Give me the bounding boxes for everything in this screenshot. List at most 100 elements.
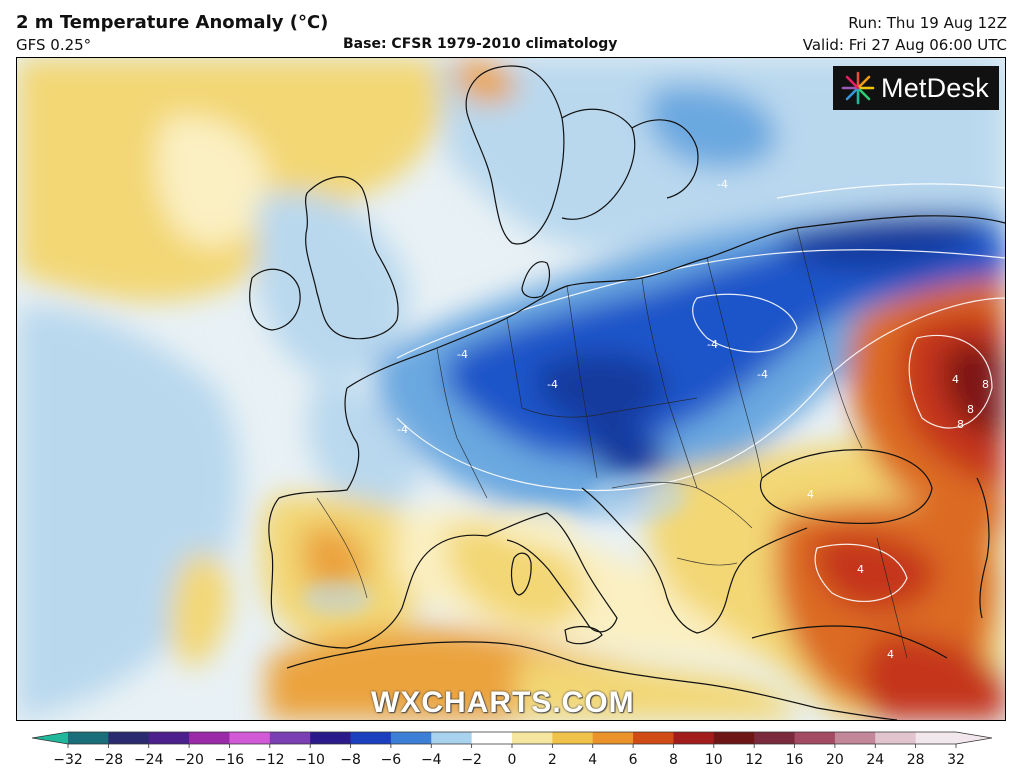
iberia-hot-core xyxy=(301,525,367,597)
contour-label: -4 xyxy=(757,368,768,381)
contour-plus4-russia xyxy=(908,334,993,429)
colorbar-tick-label: −10 xyxy=(295,752,325,768)
colorbar-swatch xyxy=(189,732,230,744)
border-germany-west xyxy=(506,317,523,409)
balkan-cold-core xyxy=(586,424,667,482)
contour-minus4-russia xyxy=(776,183,1005,199)
norway-coast xyxy=(465,65,565,245)
wxcharts-watermark: WXCHARTS.COM xyxy=(371,686,635,719)
azores-warm-area xyxy=(170,552,230,666)
ireland-coast xyxy=(249,268,301,331)
colorbar-tick-label: 28 xyxy=(907,752,925,768)
biscay-cool-area xyxy=(307,378,420,508)
colorbar-swatch xyxy=(834,732,876,744)
colorbar-tick-label: 4 xyxy=(588,752,597,768)
contour-label: -4 xyxy=(397,423,408,436)
colorbar-tick-label: 8 xyxy=(669,752,678,768)
colorbar-tick-label: −8 xyxy=(340,752,361,768)
colorbar-tick-label: 32 xyxy=(947,752,965,768)
colorbar-swatch xyxy=(68,732,109,744)
border-balkans xyxy=(611,481,753,529)
border-germany-poland xyxy=(566,285,598,479)
balkan-coast xyxy=(581,487,808,634)
contour-label: -4 xyxy=(457,348,468,361)
colorbar-max-extend xyxy=(956,732,992,744)
colorbar-min-extend xyxy=(32,732,68,744)
contour-label: 4 xyxy=(857,563,864,576)
adriatic-cool-patch xyxy=(587,473,687,523)
colorbar-tick-label: −16 xyxy=(215,752,245,768)
colorbar-tick-label: 0 xyxy=(508,752,517,768)
colorbar-swatch xyxy=(108,732,150,744)
turkey-south-coast xyxy=(751,625,948,659)
colorbar-tick-label: −6 xyxy=(381,752,402,768)
colorbar-swatch xyxy=(552,732,594,744)
anomaly-map: -4 -4 -4 -4 -4 -4 4 4 8 8 8 4 4 MetDesk WXCHARTS.COM xyxy=(16,57,1006,721)
chart-title: 2 m Temperature Anomaly (°C) xyxy=(16,12,329,33)
colorbar-swatch xyxy=(673,732,715,744)
contour-minus4-north xyxy=(396,249,1005,359)
colorbar-swatch xyxy=(915,732,957,744)
colorbar-tick-label: −12 xyxy=(255,752,285,768)
model-label: GFS 0.25° xyxy=(16,36,92,54)
colorbar-tick-label: 10 xyxy=(705,752,723,768)
colorbar-tick-label: 24 xyxy=(866,752,884,768)
border-poland-ukraine xyxy=(641,277,698,489)
metdesk-logo-text: MetDesk xyxy=(881,72,989,103)
contour-label: 4 xyxy=(887,648,894,661)
sweden-coast xyxy=(561,108,636,220)
contour-label: -4 xyxy=(717,178,728,191)
colorbar: −32 −28 −24 −20 −16 −12 −10 −8 −6 −4 −2 0 2 4 6 8 10 12 16… xyxy=(30,728,994,780)
levant-very-hot-area xyxy=(862,635,1005,720)
anomaly-contours xyxy=(396,183,1005,602)
italy-coast xyxy=(486,512,618,633)
colorbar-tick-label: −28 xyxy=(94,752,124,768)
gibraltar-cool-patch xyxy=(302,580,372,616)
western-med-warm-area xyxy=(447,525,585,628)
border-alpine xyxy=(521,397,698,418)
colorbar-swatches xyxy=(31,731,993,745)
great-britain-coast xyxy=(304,176,399,340)
colorbar-tick-label: −2 xyxy=(461,752,482,768)
colorbar-tick-label: −24 xyxy=(134,752,164,768)
colorbar-swatch xyxy=(794,732,836,744)
metdesk-logo: MetDesk xyxy=(833,66,999,110)
colorbar-swatch xyxy=(310,732,352,744)
border-ukraine-russia xyxy=(796,227,863,449)
colorbar-swatch xyxy=(229,732,271,744)
atlantic-europe-coast xyxy=(268,387,488,649)
colorbar-swatch xyxy=(350,732,392,744)
contour-label: 8 xyxy=(982,378,989,391)
border-belarus-russia xyxy=(706,257,763,479)
border-turkey-east xyxy=(876,537,908,659)
colorbar-swatch xyxy=(269,732,311,744)
denmark-coast xyxy=(521,261,551,299)
colorbar-tick-label: 20 xyxy=(826,752,844,768)
border-spain-portugal xyxy=(316,497,368,599)
colorbar-swatch xyxy=(471,732,513,744)
colorbar-tick-label: 6 xyxy=(629,752,638,768)
contour-label: 8 xyxy=(957,418,964,431)
climatology-base-label: Base: CFSR 1979-2010 climatology xyxy=(343,36,618,52)
colorbar-tick-label: −4 xyxy=(421,752,442,768)
volga-extreme-hot-core xyxy=(943,342,1005,438)
russia-cold-core xyxy=(777,214,979,270)
colorbar-swatch xyxy=(875,732,917,744)
colorbar-swatch xyxy=(592,732,634,744)
sardinia-corsica-coast xyxy=(510,552,532,596)
contour-label: -4 xyxy=(547,378,558,391)
colorbar-canvas: −32 −28 −24 −20 −16 −12 −10 −8 −6 −4 −2 0 2 4 6 8 10 12 16… xyxy=(31,731,993,768)
contour-label: -4 xyxy=(707,338,718,351)
coastlines xyxy=(249,65,1005,720)
colorbar-tick-label: 12 xyxy=(745,752,763,768)
colorbar-swatch xyxy=(713,732,755,744)
czech-poland-cold-core xyxy=(537,353,665,429)
country-borders xyxy=(316,227,908,659)
north-africa-coast xyxy=(286,641,898,720)
finland-coast xyxy=(631,119,699,199)
colorbar-swatch xyxy=(390,732,432,744)
run-time-label: Run: Thu 19 Aug 12Z xyxy=(848,14,1007,32)
norwegian-sea-warm-spot xyxy=(455,58,517,104)
contour-plus4-turkey xyxy=(814,543,908,602)
